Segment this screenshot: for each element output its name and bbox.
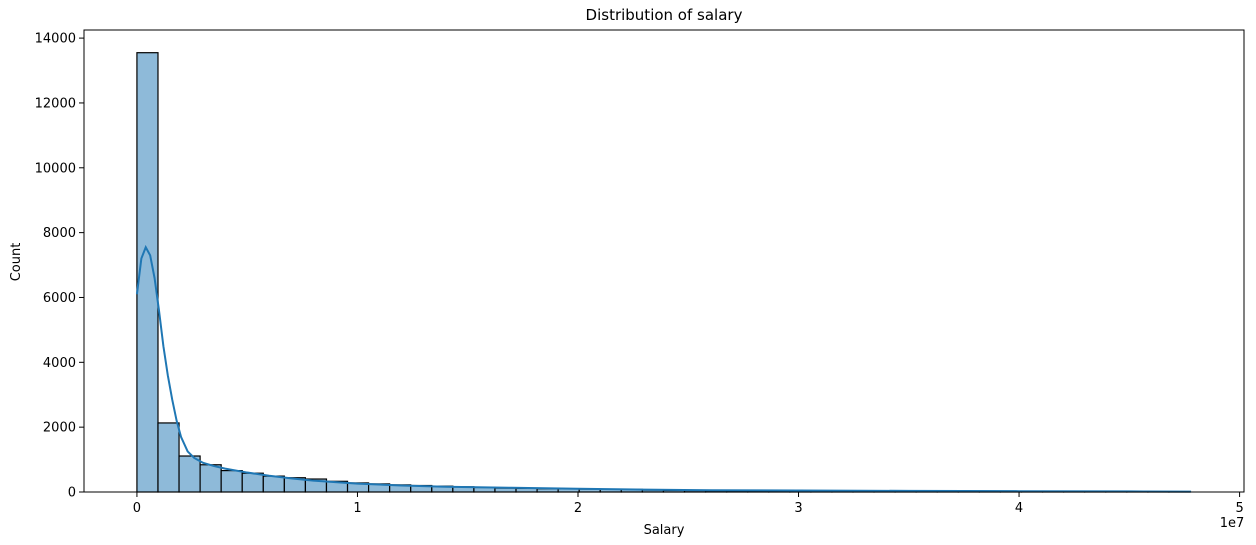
y-tick-label-0: 0 bbox=[68, 486, 76, 501]
y-tick-label-3: 6000 bbox=[43, 291, 76, 306]
x-tick-label-0: 0 bbox=[133, 501, 141, 516]
x-tick-label-4: 4 bbox=[1015, 501, 1023, 516]
histogram-bar-2 bbox=[178, 455, 201, 493]
y-axis-ticks: 0 2000 4000 6000 8000 10000 12000 14000 bbox=[35, 32, 84, 501]
y-tick-label-5: 10000 bbox=[35, 161, 76, 176]
y-tick-label-6: 12000 bbox=[35, 96, 76, 111]
y-tick-label-4: 8000 bbox=[43, 226, 76, 241]
y-axis-label: Count bbox=[9, 243, 24, 282]
histogram-bars bbox=[136, 52, 1191, 493]
histogram-bar-5 bbox=[241, 472, 264, 493]
x-axis-offset-label: 1e7 bbox=[1220, 516, 1245, 531]
y-tick-label-7: 14000 bbox=[35, 32, 76, 47]
histogram-bar-3 bbox=[199, 464, 222, 493]
y-tick-label-2: 4000 bbox=[43, 356, 76, 371]
histogram-bar-1 bbox=[157, 422, 180, 493]
x-axis-label: Salary bbox=[644, 523, 685, 538]
x-tick-label-3: 3 bbox=[794, 501, 802, 516]
x-tick-label-1: 1 bbox=[353, 501, 361, 516]
y-tick-label-1: 2000 bbox=[43, 421, 76, 436]
histogram-bar-4 bbox=[220, 470, 243, 493]
plot-frame bbox=[83, 29, 1245, 493]
x-tick-label-2: 2 bbox=[574, 501, 582, 516]
kde-line bbox=[135, 244, 1192, 493]
x-tick-label-5: 5 bbox=[1235, 501, 1243, 516]
chart-title: Distribution of salary bbox=[586, 6, 743, 24]
histogram-bar-6 bbox=[262, 475, 285, 493]
x-axis-ticks: 0 1 2 3 4 5 bbox=[133, 492, 1244, 516]
